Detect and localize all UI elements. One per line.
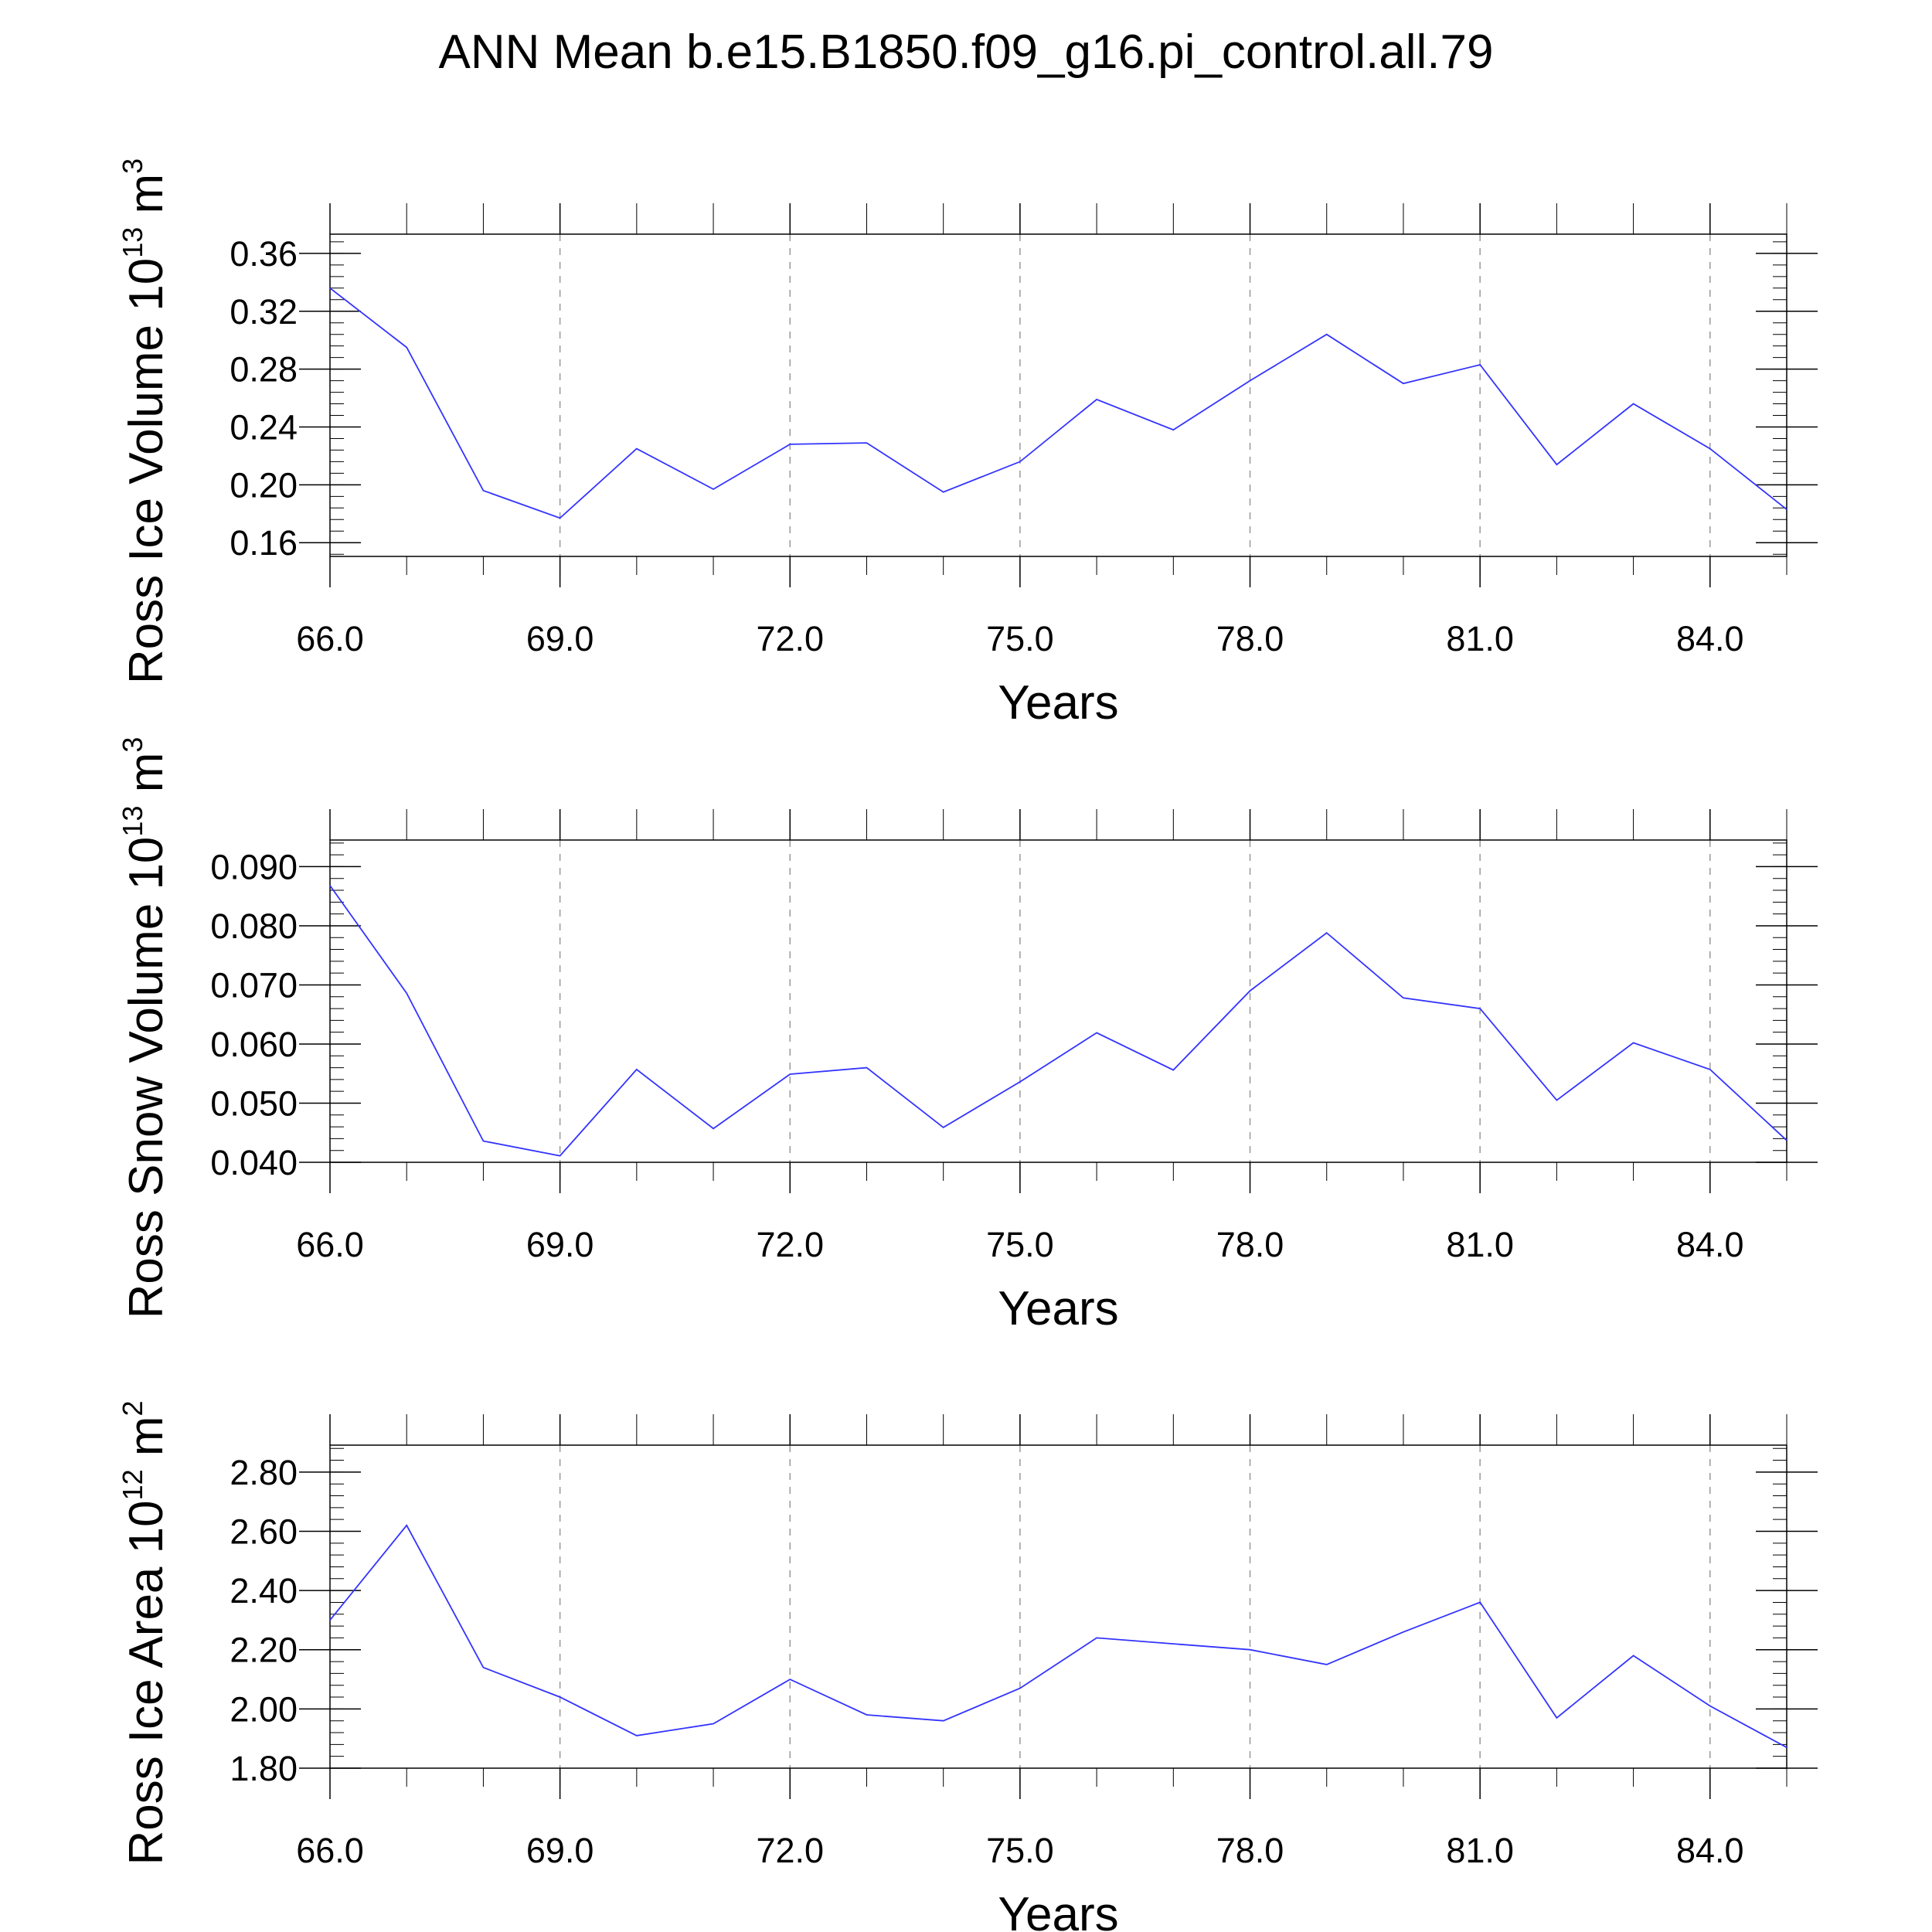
x-tick-label: 66.0 — [296, 1831, 364, 1870]
y-axis-label-text: Ross Ice Area 10 — [120, 1500, 173, 1865]
panels: 0.16 0.20 0.24 0.28 0.32 0.36 66.0 69.0 72.0 75.0… — [117, 158, 1818, 1932]
x-tick-label: 84.0 — [1676, 1831, 1744, 1870]
x-tick-label: 81.0 — [1446, 1225, 1514, 1264]
y-tick-label: 2.60 — [230, 1512, 298, 1551]
y-tick-label: 0.060 — [210, 1025, 298, 1064]
x-axis-label: Years — [998, 676, 1118, 730]
y-axis-label-text: Ross Ice Volume 10 — [120, 258, 173, 684]
y-axis-label-unit-exponent: 3 — [117, 158, 148, 174]
chart-panel-3: 1.80 2.00 2.20 2.40 2.60 2.80 66.0 69.0 72.0 75.0… — [117, 1400, 1818, 1932]
x-tick-label: 75.0 — [986, 619, 1054, 658]
y-axis-label: Ross Snow Volume 1013 m3 — [117, 737, 173, 1319]
y-tick-label: 0.16 — [230, 523, 298, 563]
y-axis-label-text: Ross Snow Volume 10 — [120, 837, 173, 1319]
y-axis-label-unit-exponent: 2 — [117, 1400, 148, 1416]
y-axis-label-exponent: 13 — [117, 806, 148, 837]
data-series-line — [329, 885, 1787, 1157]
x-tick-label: 84.0 — [1676, 1225, 1744, 1264]
x-tick-label: 81.0 — [1446, 1831, 1514, 1870]
y-axis-label-unit-exponent: 3 — [117, 737, 148, 753]
y-tick-label: 0.040 — [210, 1143, 298, 1182]
y-axis-label-unit: m — [120, 174, 173, 227]
x-tick-label: 75.0 — [986, 1831, 1054, 1870]
x-tick-label: 84.0 — [1676, 619, 1744, 658]
y-tick-label: 2.00 — [230, 1689, 298, 1729]
x-tick-label: 78.0 — [1216, 619, 1284, 658]
x-tick-label: 78.0 — [1216, 1831, 1284, 1870]
x-tick-label: 69.0 — [526, 1831, 594, 1870]
y-tick-label: 2.20 — [230, 1631, 298, 1670]
x-tick-label: 69.0 — [526, 1225, 594, 1264]
x-tick-label: 72.0 — [756, 1831, 824, 1870]
plot-frame — [329, 1444, 1787, 1769]
y-tick-label: 0.080 — [210, 906, 298, 946]
x-axis-label: Years — [998, 1888, 1118, 1932]
y-axis-label-exponent: 12 — [117, 1469, 148, 1500]
data-series-line — [329, 1524, 1787, 1748]
plot-frame — [329, 839, 1787, 1163]
x-tick-label: 81.0 — [1446, 619, 1514, 658]
y-tick-label: 0.20 — [230, 465, 298, 505]
y-axis-label-unit: m — [120, 1416, 173, 1469]
y-axis-label-exponent: 13 — [117, 227, 148, 258]
y-tick-label: 0.050 — [210, 1083, 298, 1123]
x-tick-label: 78.0 — [1216, 1225, 1284, 1264]
chart-panel-1: 0.16 0.20 0.24 0.28 0.32 0.36 66.0 69.0 72.0 75.0… — [117, 158, 1818, 730]
y-tick-label: 0.28 — [230, 350, 298, 389]
y-tick-label: 0.32 — [230, 292, 298, 332]
y-tick-label: 0.070 — [210, 965, 298, 1005]
x-tick-label: 66.0 — [296, 619, 364, 658]
y-tick-label: 2.40 — [230, 1571, 298, 1611]
data-series-line — [329, 287, 1787, 519]
y-tick-label: 0.36 — [230, 234, 298, 274]
plot-frame — [329, 233, 1787, 557]
x-tick-label: 75.0 — [986, 1225, 1054, 1264]
y-tick-label: 0.24 — [230, 407, 298, 447]
y-axis-label: Ross Ice Volume 1013 m3 — [117, 158, 173, 684]
y-tick-label: 2.80 — [230, 1453, 298, 1492]
x-tick-label: 69.0 — [526, 619, 594, 658]
x-axis-label: Years — [998, 1282, 1118, 1335]
chart-panel-2: 0.040 0.050 0.060 0.070 0.080 0.090 66.0 69.0 72… — [117, 737, 1818, 1335]
x-tick-label: 72.0 — [756, 1225, 824, 1264]
figure-title: ANN Mean b.e15.B1850.f09_g16.pi_control.… — [439, 26, 1494, 79]
y-tick-label: 0.090 — [210, 847, 298, 886]
y-tick-label: 1.80 — [230, 1749, 298, 1788]
x-tick-label: 72.0 — [756, 619, 824, 658]
x-tick-label: 66.0 — [296, 1225, 364, 1264]
y-axis-label-unit: m — [120, 753, 173, 806]
y-axis-label: Ross Ice Area 1012 m2 — [117, 1400, 173, 1865]
